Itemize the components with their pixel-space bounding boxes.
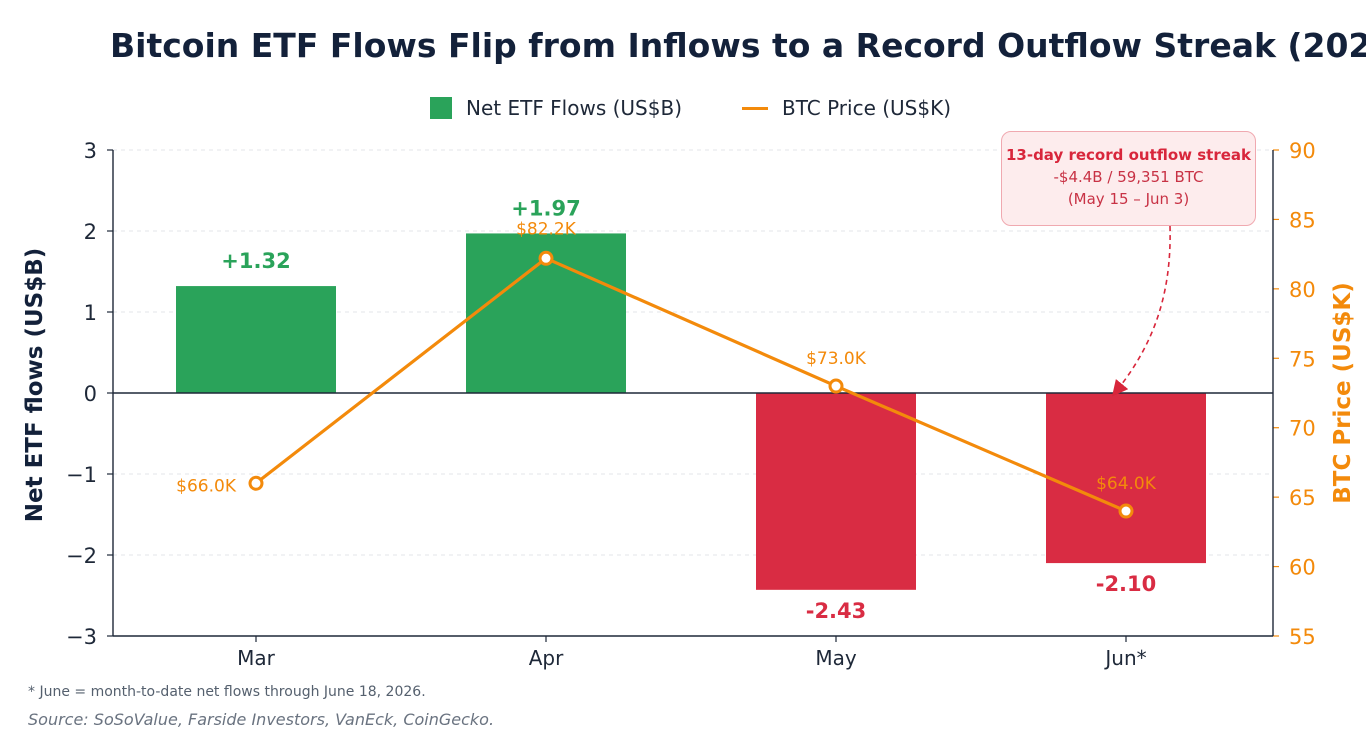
y-tick-label: 3 [84,139,97,163]
y2-tick-label: 90 [1289,139,1316,163]
footnote: * June = month-to-date net flows through… [28,684,426,700]
y-tick-label: 2 [84,220,97,244]
legend: Net ETF Flows (US$B) BTC Price (US$K) [430,96,951,120]
annotation-line-2: (May 15 – Jun 3) [1067,190,1190,208]
x-tick-label: May [815,646,857,670]
x-tick-label: Mar [237,646,276,670]
price-point-apr [538,250,554,266]
y-tick-label: −3 [66,625,97,649]
price-point-may [828,378,844,394]
bar-jun [1046,393,1206,564]
price-label: $73.0K [806,349,867,369]
y-tick-label: −1 [66,463,97,487]
annotation-box: 13-day record outflow streak -$4.4B / 59… [1001,131,1256,226]
y2-tick-label: 85 [1289,208,1316,232]
price-label: $82.2K [516,219,577,239]
legend-line-label: BTC Price (US$K) [782,96,952,120]
y-tick-label: 1 [84,301,97,325]
bar-mar [176,286,336,393]
y2-tick-label: 65 [1289,486,1316,510]
x-tick-label: Jun* [1103,646,1146,670]
legend-bar-swatch [430,97,452,119]
x-tick-label: Apr [529,646,564,670]
price-point-jun [1118,503,1134,519]
y2-tick-label: 80 [1289,278,1316,302]
price-label: $66.0K [176,476,237,496]
y2-tick-label: 75 [1289,347,1316,371]
y2-tick-label: 70 [1289,417,1316,441]
legend-item-price[interactable]: BTC Price (US$K) [742,96,951,120]
legend-bar-label: Net ETF Flows (US$B) [466,96,682,120]
y-axis-title: Net ETF flows (US$B) [22,248,48,523]
y-tick-label: −2 [66,544,97,568]
chart-title: Bitcoin ETF Flows Flip from Inflows to a… [110,26,1366,65]
bar-may [756,393,916,590]
bar-value-label: +1.97 [511,196,580,220]
bar-value-label: +1.32 [221,249,290,273]
y2-tick-label: 60 [1289,556,1316,580]
legend-line-swatch [742,106,768,110]
legend-item-flows[interactable]: Net ETF Flows (US$B) [430,96,682,120]
y2-tick-label: 55 [1289,625,1316,649]
y-tick-label: 0 [84,382,97,406]
annotation-arrow [1111,225,1171,397]
y2-axis-title: BTC Price (US$K) [1330,282,1356,504]
annotation-line-1: -$4.4B / 59,351 BTC [1053,168,1204,186]
price-line [255,256,1127,513]
price-label: $64.0K [1096,474,1157,494]
source-note: Source: SoSoValue, Farside Investors, Va… [28,710,495,729]
bar-value-label: -2.43 [806,599,867,623]
bar-value-label: -2.10 [1096,572,1157,596]
price-point-mar [248,475,264,491]
annotation-title: 13-day record outflow streak [1005,146,1252,164]
